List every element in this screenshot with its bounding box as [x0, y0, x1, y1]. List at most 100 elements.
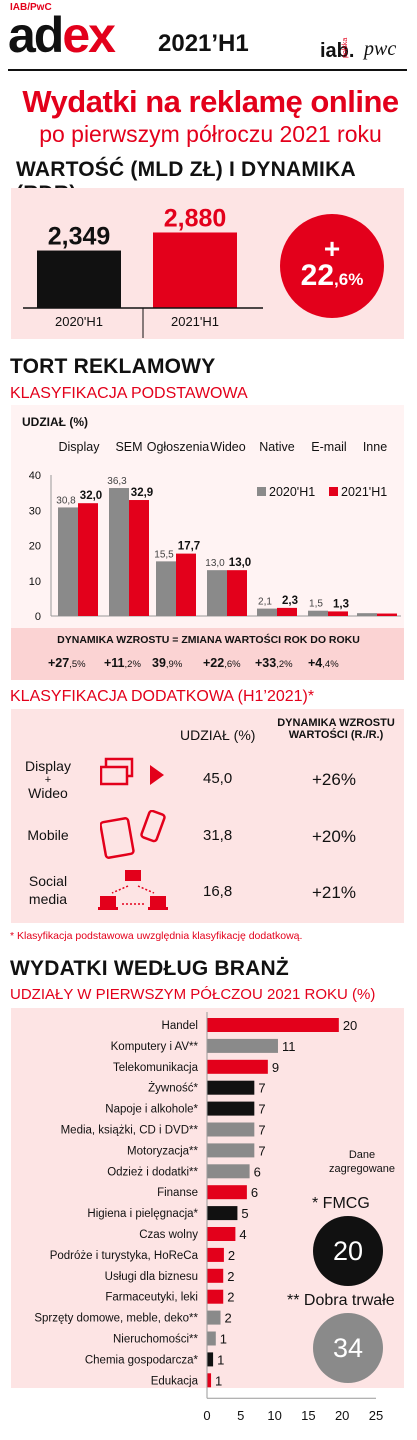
- share-bar: [78, 503, 98, 616]
- share-bar-label: 13,0: [229, 557, 251, 569]
- extra-row-label-line: Wideo: [28, 785, 68, 801]
- industry-category-label: Handel: [162, 1020, 198, 1032]
- main-subtitle: po pierwszym półroczu 2021 roku: [39, 121, 382, 147]
- share-label: UDZIAŁ (%): [22, 415, 88, 429]
- industry-category-label: Chemia gospodarcza*: [85, 1354, 199, 1366]
- value-bar: [37, 250, 121, 308]
- adex-logo-dark: ad: [8, 7, 64, 63]
- industry-bar: [207, 1206, 238, 1221]
- growth-main: 22: [300, 258, 335, 292]
- value-bar-label: 2,349: [48, 223, 111, 251]
- industry-bar: [207, 1080, 255, 1095]
- industry-value-label: 2: [228, 1248, 235, 1263]
- extra-row-label-line: media: [28, 891, 68, 907]
- share-category-label: Display: [59, 440, 101, 454]
- y-tick-label: 40: [29, 470, 41, 482]
- value-category-label: 2020'H1: [55, 314, 103, 329]
- report-period: 2021’H1: [158, 30, 249, 57]
- growth-circle: + 22,6%: [280, 214, 384, 318]
- value-bar: [153, 232, 237, 308]
- aggregated-line2: zagregowane: [328, 1163, 396, 1175]
- share-bar: [58, 507, 78, 616]
- industry-bar: [207, 1227, 236, 1241]
- dynamics-row: +27,5% +11,2% 39,9% +22,6% +33,2% +4,4%: [0, 656, 417, 676]
- industry-category-label: Żywność*: [148, 1082, 198, 1095]
- industry-bar: [207, 1018, 339, 1032]
- share-bar-label: 1,3: [333, 598, 349, 610]
- extra-row-share: 45,0: [203, 770, 233, 787]
- share-bar: [227, 570, 247, 616]
- extra-row-share: 16,8: [203, 883, 233, 900]
- industry-bar: [207, 1059, 268, 1074]
- growth-decimal: ,6%: [334, 269, 364, 289]
- industry-x-tick: 10: [267, 1408, 281, 1423]
- dynamics-title: DYNAMIKA WZROSTU = ZMIANA WARTOŚCI ROK D…: [57, 634, 360, 646]
- industry-category-label: Usługi dla biznesu: [105, 1271, 198, 1283]
- share-bar: [129, 500, 149, 616]
- industry-category-label: Napoje i alkohole*: [105, 1104, 198, 1116]
- industry-bar: [207, 1143, 255, 1158]
- industry-bar: [207, 1185, 247, 1200]
- industry-value-label: 1: [215, 1373, 222, 1388]
- industry-value-label: 7: [258, 1123, 265, 1138]
- dynamics-value: +11,2%: [104, 656, 141, 670]
- extra-panel: [11, 709, 404, 923]
- extra-row-share: 31,8: [203, 827, 233, 844]
- durable-label: ** Dobra trwałe: [287, 1292, 395, 1309]
- iab-logo-country: polska: [342, 37, 349, 58]
- share-bar-label: 13,0: [205, 558, 225, 569]
- industry-subheading: UDZIAŁY W PIERWSZYM PÓŁCZOU 2021 ROKU (%…: [10, 986, 376, 1003]
- extra-row-dynamics: +20%: [312, 827, 356, 846]
- industry-category-label: Edukacja: [151, 1375, 199, 1387]
- industry-category-label: Media, książki, CD i DVD**: [61, 1125, 199, 1137]
- industry-category-label: Komputery i AV**: [111, 1041, 199, 1053]
- industry-bar: [207, 1331, 216, 1346]
- industry-value-label: 20: [343, 1018, 357, 1033]
- industry-category-label: Odzież i dodatki**: [107, 1166, 198, 1178]
- extra-row-label: Display + Wideo: [18, 758, 78, 802]
- industry-bar: [207, 1122, 255, 1137]
- share-bar: [176, 553, 196, 616]
- industry-category-label: Podróże i turystyka, HoReCa: [50, 1250, 199, 1262]
- industry-bar: [207, 1289, 224, 1304]
- industry-bar: [207, 1038, 278, 1053]
- share-bar: [308, 610, 328, 616]
- industry-x-tick: 20: [335, 1408, 349, 1423]
- pie-subheading: KLASYFIKACJA PODSTAWOWA: [10, 385, 248, 402]
- dynamics-value: 39,9%: [152, 656, 183, 670]
- col-dynamics-label: DYNAMIKA WZROSTU WARTOŚCI (R./R.): [272, 717, 400, 741]
- dynamics-value: +4,4%: [308, 656, 339, 670]
- industry-bar: [207, 1101, 255, 1116]
- main-title: Wydatki na reklamę online: [22, 84, 399, 119]
- fmcg-circle: 20: [313, 1216, 383, 1286]
- industry-value-label: 5: [241, 1206, 248, 1221]
- industry-value-label: 11: [282, 1039, 296, 1054]
- industry-bar: [207, 1373, 212, 1388]
- col-dynamics-line2: WARTOŚCI (R./R.): [288, 729, 384, 741]
- source-label: IAB/PwC: [10, 2, 52, 13]
- dynamics-value: +33,2%: [255, 656, 293, 670]
- extra-row-label: Social media: [18, 872, 78, 908]
- extra-footnote: * Klasyfikacja podstawowa uwzględnia kla…: [10, 930, 303, 942]
- share-category-label: E-mail: [311, 440, 346, 454]
- industry-bar: [207, 1352, 214, 1367]
- industry-value-label: 7: [258, 1143, 265, 1158]
- industry-bar: [207, 1310, 221, 1325]
- dynamics-value: +22,6%: [203, 656, 241, 670]
- industry-value-label: 2: [225, 1311, 232, 1326]
- share-bar-label: 2,3: [282, 595, 298, 607]
- extra-row-label-line: Mobile: [27, 827, 69, 843]
- share-bar: [277, 607, 297, 616]
- pie-heading: TORT REKLAMOWY: [10, 355, 216, 378]
- value-chart: 2,349 2020'H1 2,880 2021'H1: [23, 204, 263, 338]
- fmcg-label: * FMCG: [312, 1195, 370, 1212]
- growth-sign: +: [323, 232, 341, 264]
- share-bar: [328, 611, 348, 616]
- industry-value-label: 1: [220, 1332, 227, 1347]
- extra-row-label-line: Display: [25, 758, 71, 774]
- col-dynamics-line1: DYNAMIKA WZROSTU: [277, 717, 395, 729]
- industry-bar: [207, 1247, 224, 1262]
- share-bar-label: 15,5: [154, 549, 174, 560]
- industry-value-label: 2: [227, 1290, 234, 1305]
